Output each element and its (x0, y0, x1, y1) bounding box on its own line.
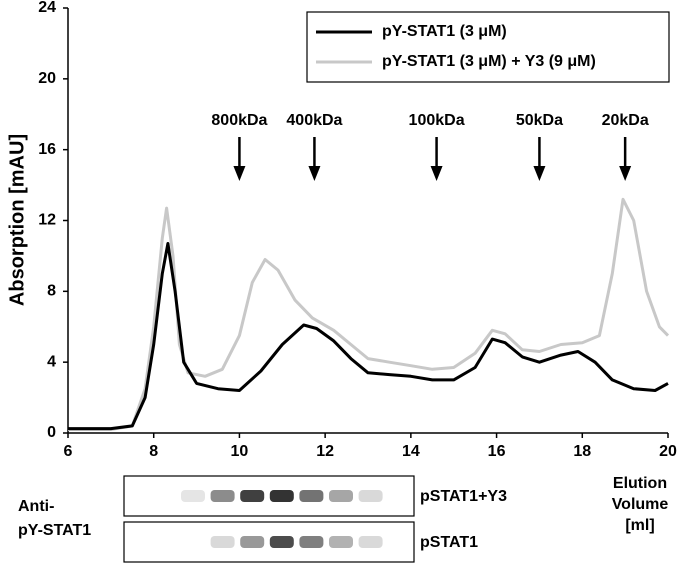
legend-label: pY-STAT1 (3 μM) (382, 23, 507, 40)
blot-band (299, 490, 324, 502)
blot-band (210, 490, 235, 502)
arrow-head (619, 166, 632, 181)
annotation-arrow (430, 137, 443, 181)
y-tick-label: 8 (47, 283, 56, 300)
x-tick-label: 12 (316, 443, 334, 460)
blot-band (240, 536, 265, 548)
blot-band (329, 490, 353, 502)
blot-band (358, 490, 383, 502)
x-axis-label: Elution (613, 475, 667, 492)
legend-label: pY-STAT1 (3 μM) + Y3 (9 μM) (382, 53, 596, 70)
y-tick-label: 24 (38, 0, 56, 16)
blot-label: pSTAT1 (420, 534, 478, 551)
arrow-head (308, 166, 321, 181)
y-axis-label: Absorption [mAU] (6, 134, 28, 306)
series-line (68, 197, 670, 431)
x-tick-label: 8 (149, 443, 158, 460)
blot-antibody: Anti- (18, 498, 54, 515)
y-tick-label: 20 (38, 70, 56, 87)
y-tick-label: 16 (38, 141, 56, 158)
x-tick-label: 6 (64, 443, 73, 460)
blot-panel (123, 521, 415, 563)
x-tick-label: 14 (402, 443, 420, 460)
arrow-head (430, 166, 443, 181)
annotation-label: 800kDa (211, 112, 267, 129)
x-tick-label: 16 (488, 443, 506, 460)
annotation-arrow (233, 137, 246, 181)
y-tick-label: 12 (38, 212, 56, 229)
blot-band (269, 536, 294, 548)
arrow-head (233, 166, 246, 181)
x-tick-label: 18 (573, 443, 591, 460)
blot-band (299, 536, 324, 548)
blot-band (240, 490, 265, 502)
blot-band (210, 536, 235, 548)
annotation-arrow (308, 137, 321, 181)
blot-band (181, 536, 205, 548)
annotation-arrow (619, 137, 632, 181)
blot-panel (123, 475, 415, 517)
x-tick-label: 10 (231, 443, 249, 460)
annotation-arrow (533, 137, 546, 181)
series-line (68, 242, 669, 431)
y-tick-label: 0 (47, 424, 56, 441)
blot-antibody: pY-STAT1 (18, 522, 91, 539)
blot-band (329, 536, 353, 548)
annotation-label: 20kDa (602, 112, 649, 129)
legend (306, 11, 670, 83)
blot-band (269, 490, 294, 502)
annotation-label: 50kDa (516, 112, 563, 129)
x-axis-label: [ml] (625, 517, 654, 534)
blot-band (181, 490, 205, 502)
x-tick-label: 20 (659, 443, 677, 460)
blot-band (358, 536, 383, 548)
arrow-head (533, 166, 546, 181)
x-axis-label: Volume (612, 496, 669, 513)
y-tick-label: 4 (47, 353, 56, 370)
blot-label: pSTAT1+Y3 (420, 488, 507, 505)
annotation-label: 100kDa (409, 112, 465, 129)
annotation-label: 400kDa (286, 112, 342, 129)
